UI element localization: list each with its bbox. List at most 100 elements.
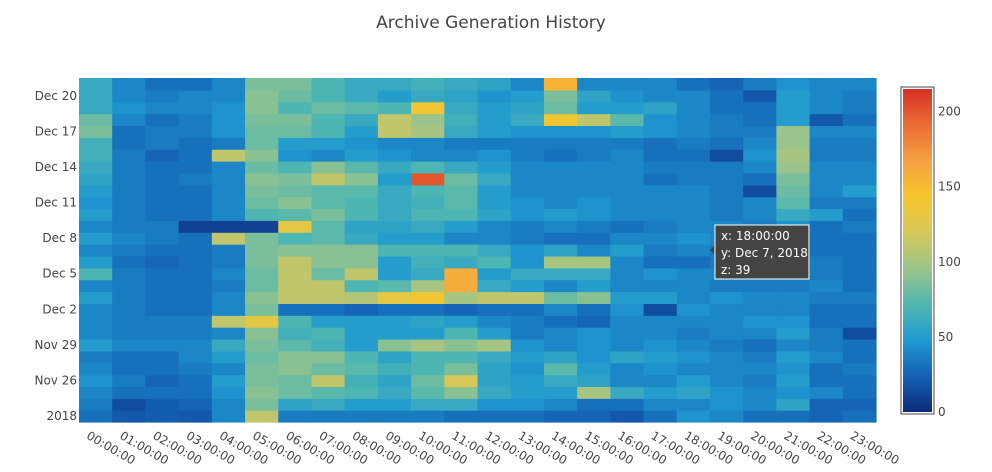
heatmap-cell[interactable] [510,161,545,174]
heatmap-cell[interactable] [112,149,147,162]
heatmap-cell[interactable] [676,374,711,388]
heatmap-cell[interactable] [211,350,246,364]
heatmap-cell[interactable] [178,303,213,316]
heatmap-cell[interactable] [311,244,346,257]
heatmap-cell[interactable] [743,101,777,115]
heatmap-cell[interactable] [577,327,611,340]
heatmap-cell[interactable] [79,137,113,150]
heatmap-cell[interactable] [211,196,246,210]
heatmap-cell[interactable] [211,315,246,328]
heatmap-cell[interactable] [311,208,346,221]
heatmap-cell[interactable] [245,315,279,328]
heatmap-cell[interactable] [311,279,346,293]
heatmap-cell[interactable] [610,220,645,233]
heatmap-cell[interactable] [444,89,479,103]
heatmap-cell[interactable] [278,125,313,138]
heatmap-cell[interactable] [510,184,545,198]
heatmap-cell[interactable] [709,196,744,210]
heatmap-cell[interactable] [178,410,213,423]
heatmap-cell[interactable] [377,291,412,304]
heatmap-cell[interactable] [211,89,246,103]
heatmap-cell[interactable] [610,291,645,304]
heatmap-cell[interactable] [344,255,379,269]
heatmap-cell[interactable] [145,327,180,340]
heatmap-cell[interactable] [842,244,877,257]
heatmap-cell[interactable] [776,386,811,399]
heatmap-cell[interactable] [643,362,678,376]
heatmap-cell[interactable] [643,303,678,316]
heatmap-cell[interactable] [377,386,412,399]
heatmap-cell[interactable] [112,232,147,245]
heatmap-cell[interactable] [543,374,578,388]
heatmap-cell[interactable] [676,137,711,150]
heatmap-cell[interactable] [344,362,379,376]
heatmap-cell[interactable] [444,327,479,340]
heatmap-cell[interactable] [610,374,645,388]
heatmap-cell[interactable] [676,196,711,210]
heatmap-cell[interactable] [577,78,611,91]
heatmap-cell[interactable] [377,78,412,91]
heatmap-cell[interactable] [477,410,512,423]
heatmap-cell[interactable] [112,125,147,138]
heatmap-cell[interactable] [211,362,246,376]
heatmap-cell[interactable] [543,279,578,293]
heatmap-cell[interactable] [444,267,479,281]
heatmap-cell[interactable] [444,291,479,304]
heatmap-cell[interactable] [643,291,678,304]
heatmap-cell[interactable] [543,291,578,304]
heatmap-cell[interactable] [543,161,578,174]
heatmap-cell[interactable] [444,398,479,411]
heatmap-cell[interactable] [145,255,180,269]
heatmap-cell[interactable] [809,291,844,304]
heatmap-cell[interactable] [809,208,844,221]
heatmap-cell[interactable] [809,279,844,293]
heatmap-cell[interactable] [477,350,512,364]
heatmap-cell[interactable] [743,386,777,399]
heatmap-cell[interactable] [676,149,711,162]
heatmap-cell[interactable] [79,89,113,103]
heatmap-cell[interactable] [377,161,412,174]
heatmap-cell[interactable] [178,113,213,127]
heatmap-cell[interactable] [543,101,578,115]
heatmap-cell[interactable] [178,315,213,328]
heatmap-cell[interactable] [776,184,811,198]
heatmap-cell[interactable] [344,161,379,174]
heatmap-cell[interactable] [477,161,512,174]
heatmap-cell[interactable] [211,113,246,127]
heatmap-cell[interactable] [344,303,379,316]
heatmap-cell[interactable] [510,398,545,411]
heatmap-cell[interactable] [444,244,479,257]
heatmap-cell[interactable] [643,208,678,221]
heatmap-cell[interactable] [676,184,711,198]
heatmap-cell[interactable] [676,161,711,174]
heatmap-cell[interactable] [245,255,279,269]
heatmap-cell[interactable] [311,161,346,174]
heatmap-cell[interactable] [79,220,113,233]
heatmap-cell[interactable] [776,374,811,388]
heatmap-cell[interactable] [477,279,512,293]
heatmap-cell[interactable] [444,255,479,269]
heatmap-cell[interactable] [278,232,313,245]
heatmap-cell[interactable] [477,137,512,150]
heatmap-cell[interactable] [776,338,811,352]
heatmap-cell[interactable] [344,244,379,257]
heatmap-cell[interactable] [643,327,678,340]
heatmap-cell[interactable] [377,279,412,293]
heatmap-cell[interactable] [577,362,611,376]
heatmap-cell[interactable] [377,362,412,376]
heatmap-cell[interactable] [477,362,512,376]
heatmap-cell[interactable] [211,172,246,186]
heatmap-cell[interactable] [510,386,545,399]
heatmap-cell[interactable] [145,232,180,245]
heatmap-cell[interactable] [377,350,412,364]
heatmap-cell[interactable] [145,386,180,399]
heatmap-cell[interactable] [245,113,279,127]
heatmap-cell[interactable] [776,362,811,376]
heatmap-cell[interactable] [709,386,744,399]
heatmap-cell[interactable] [477,184,512,198]
heatmap-cell[interactable] [577,137,611,150]
heatmap-cell[interactable] [311,362,346,376]
heatmap-cell[interactable] [311,267,346,281]
heatmap-cell[interactable] [145,137,180,150]
heatmap-cell[interactable] [610,113,645,127]
